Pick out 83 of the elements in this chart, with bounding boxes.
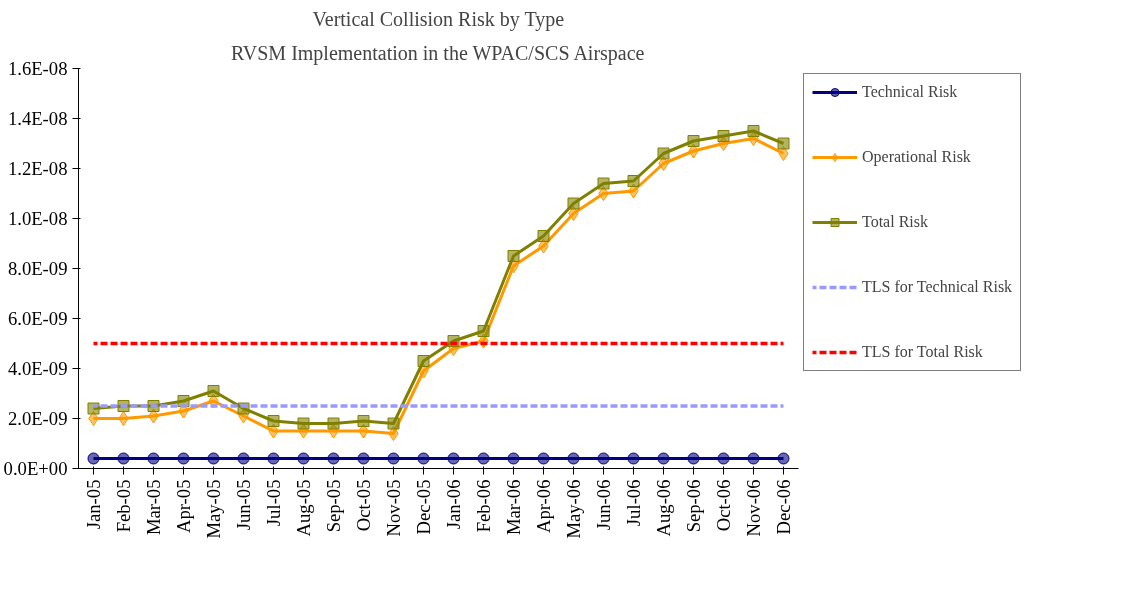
y-tick-label: 1.4E-08 [7, 108, 68, 129]
point [207, 385, 220, 397]
point [657, 147, 670, 160]
y-tick-label: 1.0E-08 [7, 208, 68, 229]
x-tick-label: Oct-05 [353, 479, 374, 532]
point [417, 452, 430, 465]
legend-label: TLS for Technical Risk [862, 278, 1013, 296]
point [327, 452, 340, 465]
y-tick-label: 8.0E-09 [7, 258, 68, 279]
point [717, 452, 730, 465]
x-tick-label: Aug-05 [293, 479, 314, 537]
point [687, 135, 700, 147]
point [387, 452, 400, 465]
x-tick-label: Aug-06 [653, 479, 674, 537]
x-tick-label: May-06 [563, 479, 584, 539]
point [597, 177, 610, 190]
x-tick-label: Mar-06 [503, 479, 524, 536]
point [357, 452, 370, 465]
point [717, 130, 730, 142]
x-tick-label: Apr-05 [173, 479, 194, 534]
chart-title: Vertical Collision Risk by Type [312, 7, 565, 31]
point [657, 452, 670, 465]
x-tick-label: Jul-06 [623, 479, 644, 527]
point [447, 452, 460, 465]
x-tick-label: Jan-06 [443, 479, 464, 530]
point [537, 452, 550, 465]
point [477, 452, 490, 465]
x-tick-label: Dec-05 [413, 479, 434, 535]
x-tick-label: Oct-06 [713, 479, 734, 532]
x-tick-label: Nov-05 [383, 479, 404, 537]
y-tick-label: 6.0E-09 [7, 308, 68, 329]
y-tick-label: 2.0E-09 [7, 408, 68, 429]
chart-subtitle: RVSM Implementation in the WPAC/SCS Airspace [231, 41, 645, 65]
point [297, 417, 310, 430]
x-tick-label: Sep-06 [683, 479, 704, 533]
point [747, 125, 760, 137]
point [297, 452, 310, 465]
y-tick-label: 0.0E+00 [3, 458, 68, 479]
x-tick-label: Jan-05 [83, 479, 104, 530]
point [267, 452, 280, 465]
point [597, 452, 610, 465]
point [477, 325, 490, 337]
point [777, 452, 790, 465]
point [387, 417, 400, 430]
point [567, 452, 580, 465]
x-tick-label: Feb-05 [113, 479, 134, 533]
point [417, 355, 430, 367]
x-tick-label: Sep-05 [323, 479, 344, 533]
legend-label: Technical Risk [862, 83, 958, 101]
legend-label: TLS for Total Risk [862, 343, 983, 361]
point [147, 452, 160, 465]
point [507, 250, 520, 262]
point [118, 411, 129, 426]
x-tick-label: Jun-05 [233, 479, 254, 531]
point [687, 452, 700, 465]
point [267, 415, 280, 427]
x-tick-label: Feb-06 [473, 479, 494, 533]
point [777, 137, 790, 150]
legend-label: Operational Risk [862, 148, 971, 166]
point [627, 452, 640, 465]
point [87, 452, 100, 465]
x-tick-label: Jul-05 [263, 479, 284, 527]
x-tick-label: Jun-06 [593, 479, 614, 531]
x-tick-label: Mar-05 [143, 479, 164, 536]
point [207, 452, 220, 465]
point [237, 452, 250, 465]
point [747, 452, 760, 465]
point [327, 417, 340, 430]
point [117, 452, 130, 465]
y-tick-label: 1.6E-08 [7, 58, 68, 79]
x-tick-label: Dec-06 [773, 479, 794, 535]
point [177, 452, 190, 465]
y-tick-label: 4.0E-09 [7, 358, 68, 379]
point [357, 415, 370, 427]
point [567, 197, 580, 210]
x-tick-label: Apr-06 [533, 479, 554, 534]
point [507, 452, 520, 465]
point [627, 175, 640, 187]
legend-label: Total Risk [862, 213, 928, 231]
y-tick-label: 1.2E-08 [7, 158, 68, 179]
x-tick-label: Nov-06 [743, 479, 764, 537]
point [537, 230, 550, 242]
x-tick-label: May-05 [203, 479, 224, 539]
